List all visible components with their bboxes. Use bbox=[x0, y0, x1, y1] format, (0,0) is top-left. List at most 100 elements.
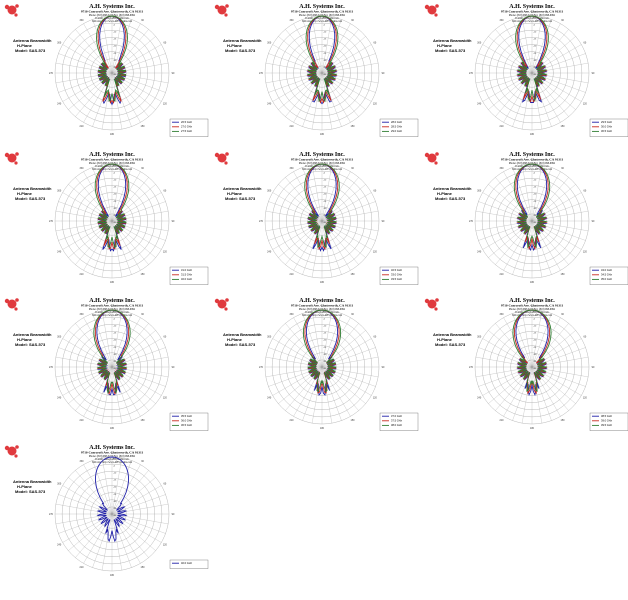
logo-splash bbox=[424, 4, 430, 10]
legend-box bbox=[589, 266, 628, 285]
logo-splash bbox=[4, 4, 10, 10]
side-label-title: Antenna Beamwidth bbox=[13, 332, 52, 337]
side-label-model: Model: SAS-573 bbox=[225, 48, 256, 53]
legend-box bbox=[589, 412, 628, 431]
polar-grid-spoke bbox=[302, 19, 323, 74]
company-logo bbox=[214, 152, 229, 165]
logo-blob bbox=[217, 5, 227, 15]
angle-tick-label: 300 bbox=[57, 190, 62, 193]
chart-panel: A.H. Systems Inc.9710 Cozycroft Ave. Cha… bbox=[4, 4, 209, 137]
polar-grid-spoke bbox=[83, 317, 113, 368]
radial-tick-label: -30 bbox=[323, 208, 327, 210]
polar-grid-spoke bbox=[521, 164, 533, 222]
polar-grid-spoke bbox=[285, 323, 323, 368]
company-logo bbox=[424, 152, 439, 165]
radial-tick-label: -25 bbox=[533, 347, 537, 349]
radial-tick-label: -20 bbox=[323, 194, 327, 196]
side-label-plane: H-Plane bbox=[437, 337, 453, 342]
radial-tick-label: -15 bbox=[323, 39, 327, 41]
legend-entry: 26.5 GHz bbox=[181, 120, 193, 124]
logo-splash bbox=[14, 161, 18, 165]
polar-grid-spoke bbox=[101, 457, 113, 515]
angle-tick-label: 150 bbox=[141, 273, 146, 276]
radial-tick-label: -40 bbox=[323, 368, 327, 370]
radial-tick-label: 0 bbox=[533, 311, 535, 313]
angle-tick-label: 120 bbox=[163, 397, 168, 400]
radial-tick-label: -30 bbox=[533, 354, 537, 356]
angle-tick-label: 90 bbox=[382, 366, 385, 369]
company-phone: Phone: (818) 998-0223 Fax: (818) 998-689… bbox=[299, 308, 346, 311]
legend-entry: 28.0 GHz bbox=[391, 120, 403, 124]
polar-grid-spoke bbox=[321, 220, 333, 278]
legend-box bbox=[169, 118, 209, 137]
side-label-model: Model: SAS-573 bbox=[15, 196, 46, 201]
logo-splash bbox=[4, 152, 10, 158]
radial-tick-label: -35 bbox=[323, 215, 327, 217]
company-phone: Phone: (818) 998-0223 Fax: (818) 998-689… bbox=[89, 162, 136, 165]
logo-splash bbox=[224, 13, 228, 17]
radial-tick-label: -30 bbox=[113, 208, 117, 210]
radial-tick-label: -35 bbox=[533, 361, 537, 363]
side-label-plane: H-Plane bbox=[437, 43, 453, 48]
legend-entry: 30.5 GHz bbox=[601, 129, 613, 133]
angle-tick-label: 120 bbox=[583, 103, 588, 106]
radial-tick-label: -35 bbox=[323, 361, 327, 363]
polar-grid-spoke bbox=[111, 494, 166, 515]
polar-grid-spoke bbox=[321, 16, 333, 74]
angle-tick-label: 330 bbox=[290, 313, 295, 316]
angle-tick-label: 300 bbox=[477, 190, 482, 193]
logo-splash bbox=[15, 298, 19, 302]
logo-splash bbox=[434, 13, 438, 17]
logo-splash bbox=[225, 152, 229, 156]
polar-grid-spoke bbox=[111, 513, 149, 558]
radial-tick-label: -40 bbox=[533, 222, 537, 224]
polar-grid-spoke bbox=[531, 19, 552, 74]
radial-tick-label: -10 bbox=[113, 325, 117, 327]
angle-tick-label: 180 bbox=[530, 133, 535, 136]
angle-tick-label: 120 bbox=[583, 397, 588, 400]
legend-box bbox=[379, 118, 419, 137]
polar-grid-spoke bbox=[101, 513, 113, 571]
polar-grid-spoke bbox=[111, 220, 123, 278]
polar-grid-spoke bbox=[311, 310, 323, 368]
angle-tick-label: 300 bbox=[57, 42, 62, 45]
radial-tick-label: -15 bbox=[533, 39, 537, 41]
polar-grid-spoke bbox=[111, 464, 141, 515]
polar-grid-spoke bbox=[321, 310, 333, 368]
radial-tick-label: -30 bbox=[323, 60, 327, 62]
logo-blob bbox=[7, 5, 17, 15]
radial-tick-label: -15 bbox=[113, 333, 117, 335]
angle-tick-label: 240 bbox=[57, 397, 62, 400]
polar-grid-spoke bbox=[111, 366, 123, 424]
polar-grid-spoke bbox=[311, 164, 323, 222]
angle-tick-label: 210 bbox=[80, 125, 85, 128]
radial-tick-label: -10 bbox=[533, 31, 537, 33]
radial-tick-label: -20 bbox=[323, 340, 327, 342]
polar-grid-spoke bbox=[311, 366, 323, 424]
logo-splash bbox=[214, 4, 220, 10]
angle-tick-label: 120 bbox=[163, 251, 168, 254]
polar-grid-spoke bbox=[302, 167, 323, 222]
polar-grid-spoke bbox=[92, 19, 113, 74]
angle-tick-label: 240 bbox=[267, 251, 272, 254]
angle-tick-label: 330 bbox=[290, 19, 295, 22]
series-line bbox=[305, 15, 339, 103]
angle-tick-label: 330 bbox=[500, 19, 505, 22]
angle-tick-label: 150 bbox=[141, 419, 146, 422]
series-line bbox=[97, 163, 127, 252]
angle-tick-label: 270 bbox=[259, 366, 264, 369]
radial-tick-label: -25 bbox=[323, 347, 327, 349]
series-line bbox=[305, 163, 339, 251]
radial-tick-label: -5 bbox=[323, 318, 326, 320]
company-logo bbox=[4, 445, 19, 458]
angle-tick-label: 30 bbox=[351, 167, 354, 170]
polar-grid-spoke bbox=[101, 72, 113, 130]
series-line bbox=[95, 456, 129, 543]
legend-entry: 39.0 GHz bbox=[601, 419, 613, 423]
legend-entry: 38.0 GHz bbox=[391, 423, 403, 427]
logo-splash bbox=[424, 298, 430, 304]
angle-tick-label: 150 bbox=[351, 419, 356, 422]
